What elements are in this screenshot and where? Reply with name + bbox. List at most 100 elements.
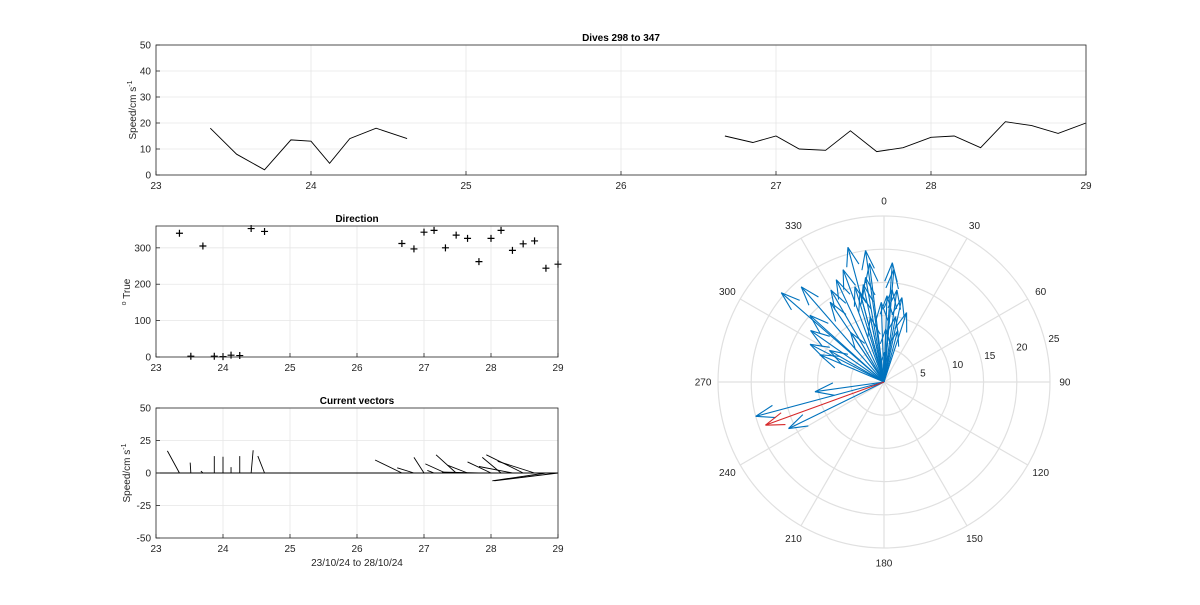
- polar-r-label: 25: [1048, 334, 1060, 345]
- direction-point: [519, 240, 527, 248]
- polar-r-label: 20: [1016, 343, 1028, 354]
- polar-theta-label: 300: [719, 287, 736, 298]
- polar-theta-label: 180: [876, 558, 893, 569]
- current-vector: [257, 455, 265, 474]
- polar-labels: 0 30 60 90 120 150 180 210 240 270 300 330 5 10 15 20 25: [695, 197, 1071, 570]
- polar-theta-label: 210: [785, 534, 802, 545]
- polar-vector-head: [828, 350, 843, 365]
- speed-ytick-label: 30: [140, 93, 152, 104]
- polar-vector: [883, 312, 908, 383]
- polar-r-label: 5: [920, 368, 926, 379]
- polar-spoke: [883, 298, 1029, 383]
- direction-point: [236, 352, 244, 360]
- polar-vector-head: [800, 286, 819, 298]
- direction-point: [542, 264, 550, 272]
- polar-vector-head: [894, 312, 908, 329]
- direction-xtick-label: 23: [150, 363, 162, 374]
- speed-ytick-label: 40: [140, 67, 152, 78]
- current-vector: [435, 454, 457, 474]
- direction-point: [531, 237, 539, 245]
- polar-vector: [880, 302, 885, 383]
- polar-vector: [883, 289, 898, 383]
- polar-ring: [850, 348, 918, 416]
- polar-vector: [883, 269, 895, 383]
- current-vector: [189, 462, 192, 474]
- current-vector: [447, 464, 468, 474]
- direction-point: [497, 226, 505, 234]
- polar-vector-head: [846, 247, 849, 268]
- polar-vector: [788, 381, 885, 430]
- polar-theta-label: 270: [695, 378, 712, 389]
- current-vector: [397, 467, 415, 474]
- current-vector: [166, 450, 180, 474]
- polar-vector-head: [781, 292, 800, 301]
- polar-theta-label: 330: [785, 221, 802, 232]
- vectors-xtick-label: 29: [552, 544, 564, 555]
- vectors-yticks: -50 -25 0 25 50: [137, 404, 160, 545]
- direction-point: [175, 229, 183, 237]
- speed-ytick-label: 0: [145, 171, 151, 182]
- polar-vector-head: [780, 292, 792, 311]
- direction-point: [508, 246, 516, 254]
- vectors-xtick-label: 23: [150, 544, 162, 555]
- polar-vector-head: [830, 289, 847, 304]
- polar-mean-vector-head: [765, 424, 786, 426]
- polar-vector-head: [868, 263, 879, 282]
- polar-vector-head: [865, 250, 875, 269]
- polar-vector-head: [830, 289, 836, 310]
- direction-point: [227, 351, 235, 359]
- polar-vector: [755, 381, 885, 417]
- polar-vector-head: [814, 382, 834, 393]
- polar-vector-head: [879, 328, 887, 345]
- direction-yticks: 0 100 200 300: [134, 243, 160, 364]
- polar-vector-head: [887, 289, 898, 309]
- polar-vector-head: [842, 269, 845, 290]
- vectors-ylabel: Speed/cm s-1: [121, 443, 133, 502]
- polar-vector: [780, 292, 885, 383]
- direction-xticks: 23 24 25 26 27 28 29: [150, 353, 564, 374]
- vectors-ytick-label: 50: [140, 404, 152, 415]
- current-vector: [478, 466, 513, 474]
- polar-vector-head: [809, 343, 830, 348]
- speed-xtick-label: 24: [305, 181, 317, 192]
- polar-vector: [829, 301, 885, 383]
- polar-vector-head: [819, 354, 836, 369]
- polar-spoke: [883, 237, 968, 383]
- direction-point: [430, 226, 438, 234]
- speed-line-segment: [209, 127, 408, 171]
- direction-point: [475, 258, 483, 266]
- direction-point: [487, 234, 495, 242]
- polar-ring: [783, 281, 985, 483]
- direction-point: [452, 231, 460, 239]
- polar-ring: [816, 315, 951, 450]
- polar-mean-vector: [765, 381, 885, 426]
- polar-ring: [750, 248, 1018, 516]
- current-vector: [497, 460, 535, 474]
- current-vector: [467, 461, 492, 474]
- polar-theta-label: 90: [1059, 378, 1071, 389]
- direction-point: [210, 352, 218, 360]
- current-vector: [494, 472, 559, 482]
- direction-xtick-label: 29: [552, 363, 564, 374]
- polar-mean-vector-head: [765, 412, 782, 426]
- polar-theta-label: 240: [719, 468, 736, 479]
- vectors-xtick-label: 27: [418, 544, 430, 555]
- polar-theta-label: 150: [966, 534, 983, 545]
- speed-ytick-label: 50: [140, 41, 152, 52]
- direction-ytick-label: 300: [134, 243, 151, 254]
- vectors-series: [156, 450, 559, 482]
- vectors-xlabel: 23/10/24 to 28/10/24: [311, 558, 403, 569]
- polar-spoke: [883, 381, 968, 527]
- polar-vector: [842, 269, 885, 383]
- speed-xtick-label: 26: [615, 181, 627, 192]
- polar-vector-head: [829, 302, 837, 322]
- direction-ylabel: o True: [121, 278, 133, 305]
- direction-point: [410, 245, 418, 253]
- current-vector: [425, 463, 446, 474]
- polar-vector: [800, 286, 885, 383]
- speed-ytick-label: 20: [140, 119, 152, 130]
- speed-ylabel: Speed/cm s-1: [127, 80, 139, 139]
- vectors-ytick-label: 25: [140, 436, 152, 447]
- direction-ytick-label: 200: [134, 280, 151, 291]
- polar-vector-head: [880, 302, 889, 322]
